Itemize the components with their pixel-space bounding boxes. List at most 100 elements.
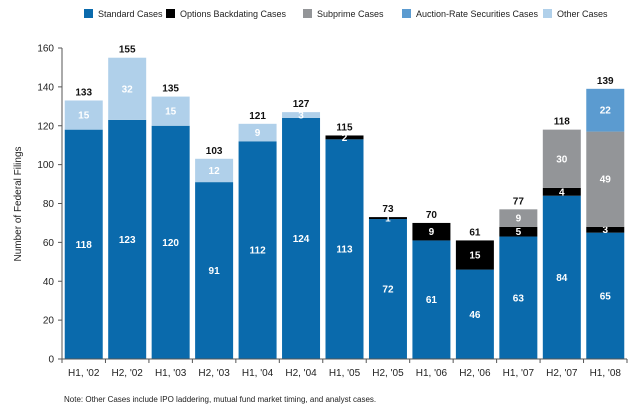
bar-segment [64,129,103,359]
bar-segment [238,141,277,359]
bar-segment [195,158,234,183]
x-tick-label: H1, '08 [590,368,622,379]
bar-total-label: 135 [162,84,179,95]
bar-segment [64,100,103,130]
bar-total-label: 155 [119,45,136,56]
segment-value-label: 1 [385,214,391,225]
segment-value-label: 49 [600,175,612,186]
x-tick-label: H1, '03 [155,368,187,379]
segment-value-label: 3 [602,225,608,236]
x-tick-label: H1, '06 [416,368,448,379]
x-tick-label: H1, '02 [68,368,100,379]
bar-segment [455,269,494,359]
bar-segment [499,236,538,359]
y-tick-label: 0 [48,355,54,366]
segment-value-label: 61 [426,295,438,306]
bar-segment [542,187,581,196]
segment-value-label: 46 [469,310,481,321]
x-tick-label: H1, '05 [329,368,361,379]
bar-segment [325,139,364,359]
bar-segment [586,131,625,227]
bar-total-label: 118 [554,117,571,128]
legend-label: Subprime Cases [317,9,384,19]
chart-note: Note: Other Cases include IPO laddering,… [64,395,376,404]
bar-segment [455,240,494,270]
segment-value-label: 9 [516,214,522,225]
y-tick-label: 40 [43,277,55,288]
segment-value-label: 113 [336,245,353,256]
legend-swatch [166,9,175,18]
x-tick-label: H1, '04 [242,368,274,379]
segment-value-label: 2 [342,133,348,144]
y-tick-label: 60 [43,238,55,249]
segment-value-label: 91 [209,266,221,277]
bar-segment [195,182,234,359]
bar-segment [238,123,277,142]
segment-value-label: 12 [209,166,221,177]
y-tick-label: 100 [37,160,54,171]
y-tick-label: 120 [37,121,54,132]
bar-segment [108,57,147,120]
x-tick-label: H2, '04 [285,368,317,379]
y-axis-label: Number of Federal Filings [13,146,24,261]
legend-swatch [402,9,411,18]
segment-value-label: 15 [78,111,90,122]
bar-segment [499,209,538,227]
bar-segment [282,117,321,359]
segment-value-label: 72 [382,285,394,296]
bar-segment [368,217,407,220]
segment-value-label: 32 [122,84,134,95]
segment-value-label: 63 [513,293,525,304]
bars: 1181513312332155120151359112103112912112… [64,45,625,359]
y-tick-label: 20 [43,316,55,327]
x-tick-label: H1, '07 [503,368,535,379]
bar-total-label: 77 [513,196,525,207]
x-tick-label: H2, '02 [112,368,144,379]
legend-label: Standard Cases [98,9,163,19]
segment-value-label: 9 [255,128,261,139]
bar-segment [586,232,625,359]
bar-segment [108,119,147,359]
legend-swatch [303,9,312,18]
bar-segment [412,222,451,241]
bar-total-label: 133 [75,87,92,98]
segment-value-label: 9 [429,227,435,238]
segment-value-label: 4 [559,187,565,198]
y-tick-label: 140 [37,82,54,93]
legend-swatch [543,9,552,18]
segment-value-label: 124 [293,234,310,245]
segment-value-label: 30 [556,154,568,165]
bar-segment [282,112,321,118]
bar-segment [325,135,364,140]
segment-value-label: 15 [469,251,481,262]
bar-total-label: 127 [293,99,310,110]
chart-legend: Standard Cases Options Backdating Cases Su… [84,9,608,19]
bar-total-label: 73 [382,204,394,215]
bar-segment [368,219,407,359]
bar-segment [151,125,190,359]
x-axis: H1, '02 H2, '02 H1, '03 H2, '03 H1, '04 H2, '… [61,358,628,379]
segment-value-label: 65 [600,291,612,302]
x-tick-label: H2, '06 [459,368,491,379]
legend-swatch [84,9,93,18]
bar-total-label: 115 [336,122,353,133]
segment-value-label: 5 [516,227,522,238]
segment-value-label: 123 [119,235,136,246]
bar-segment [586,226,625,233]
bar-segment [542,129,581,188]
bar-total-label: 103 [206,146,223,157]
y-tick-label: 160 [37,44,54,55]
y-tick-label: 80 [43,199,55,210]
segment-value-label: 22 [600,106,612,117]
segment-value-label: 112 [250,246,267,257]
bar-segment [499,226,538,237]
legend-label: Auction-Rate Securities Cases [416,9,539,19]
segment-value-label: 84 [556,273,568,284]
bar-total-label: 61 [469,227,481,238]
segment-value-label: 118 [76,240,93,251]
legend-label: Other Cases [557,9,608,19]
bar-total-label: 121 [249,111,266,122]
segment-value-label: 15 [165,107,177,118]
segment-value-label: 120 [162,238,179,249]
